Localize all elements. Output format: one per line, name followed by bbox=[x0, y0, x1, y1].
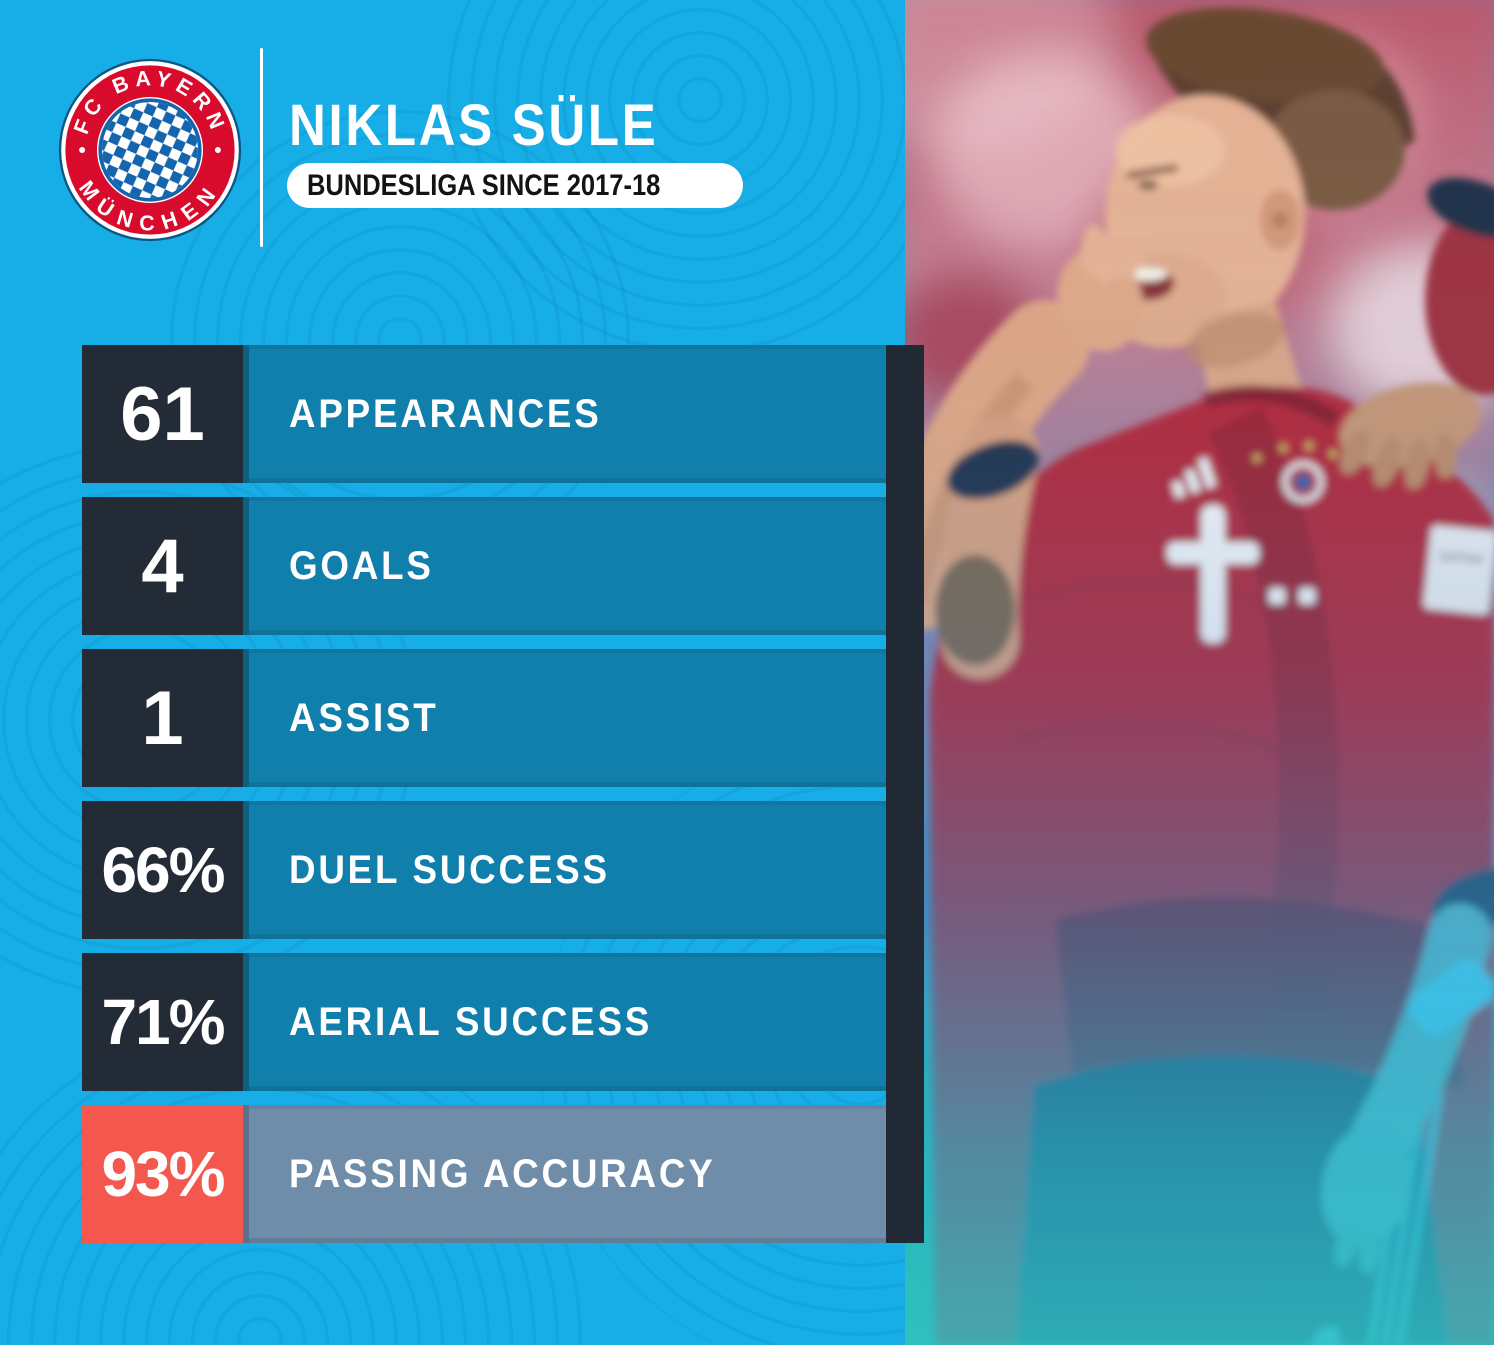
stats-edge-strip bbox=[886, 345, 924, 1243]
page-title: NIKLAS SÜLE bbox=[289, 93, 659, 158]
stat-bar: APPEARANCES bbox=[243, 345, 886, 483]
stat-bar: GOALS bbox=[243, 497, 886, 635]
stat-value-box: 4 bbox=[82, 497, 243, 635]
stat-bar: ASSIST bbox=[243, 649, 886, 787]
stat-value: 93% bbox=[101, 1138, 225, 1210]
stat-row-duel-success: 66% DUEL SUCCESS bbox=[82, 801, 886, 939]
stat-row-appearances: 61 APPEARANCES bbox=[82, 345, 886, 483]
stat-label: PASSING ACCURACY bbox=[289, 1151, 716, 1196]
stat-row-aerial-success: 71% AERIAL SUCCESS bbox=[82, 953, 886, 1091]
stat-value: 71% bbox=[101, 986, 225, 1058]
stat-value: 1 bbox=[141, 675, 184, 761]
subtitle-badge-label: BUNDESLIGA SINCE 2017-18 bbox=[307, 168, 661, 202]
stat-value: 4 bbox=[141, 523, 184, 609]
stat-label: DUEL SUCCESS bbox=[289, 847, 610, 892]
stat-row-passing-accuracy: 93% PASSING ACCURACY bbox=[82, 1105, 886, 1243]
stat-value-box: 61 bbox=[82, 345, 243, 483]
stat-label: AERIAL SUCCESS bbox=[289, 999, 653, 1044]
stat-value: 61 bbox=[120, 371, 205, 457]
stat-row-goals: 4 GOALS bbox=[82, 497, 886, 635]
stat-row-assist: 1 ASSIST bbox=[82, 649, 886, 787]
stat-value-box: 93% bbox=[82, 1105, 243, 1243]
stats-list: 61 APPEARANCES 4 GOALS 1 ASSIST 66% bbox=[82, 345, 886, 1243]
player-photo: QATAR bbox=[905, 0, 1494, 1345]
subtitle-badge: BUNDESLIGA SINCE 2017-18 bbox=[287, 163, 743, 208]
stat-value-box: 1 bbox=[82, 649, 243, 787]
fc-bayern-logo: FC BAYERN MÜNCHEN bbox=[58, 58, 242, 242]
stat-label: APPEARANCES bbox=[289, 391, 602, 436]
stat-value: 66% bbox=[101, 834, 225, 906]
photo-cyan-overlay bbox=[905, 0, 1494, 1345]
stat-label: GOALS bbox=[289, 543, 434, 588]
header-divider bbox=[260, 48, 263, 247]
stat-label: ASSIST bbox=[289, 695, 439, 740]
stat-value-box: 66% bbox=[82, 801, 243, 939]
stat-value-box: 71% bbox=[82, 953, 243, 1091]
stat-bar: AERIAL SUCCESS bbox=[243, 953, 886, 1091]
stat-bar: DUEL SUCCESS bbox=[243, 801, 886, 939]
stat-bar: PASSING ACCURACY bbox=[243, 1105, 886, 1243]
